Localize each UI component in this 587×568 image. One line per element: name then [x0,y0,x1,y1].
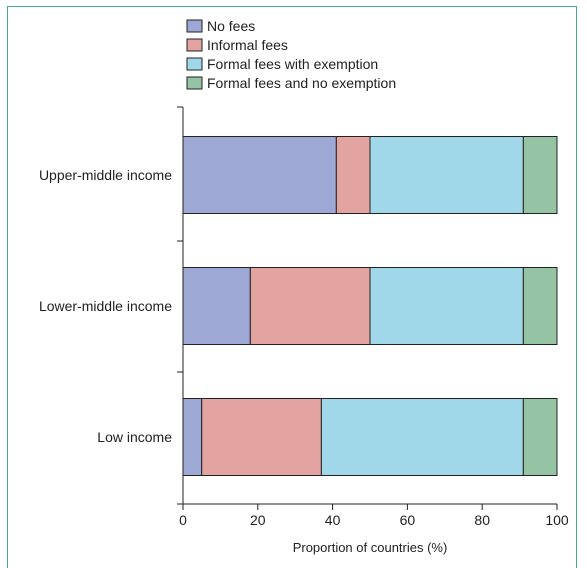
bar-lower-middle-income-formal-fees-with-exemption [369,267,524,345]
bar-low-income-informal-fees [201,398,322,476]
chart-frame [7,6,577,568]
bar-low-income-formal-fees-and-no-exemption [522,398,558,476]
bar-upper-middle-income-formal-fees-and-no-exemption [522,136,558,214]
bar-upper-middle-income-formal-fees-with-exemption [369,136,524,214]
legend-label-formal-fees-with-exemption: Formal fees with exemption [207,56,378,72]
legend-swatch-informal-fees [186,38,203,52]
category-label-lower-middle-income: Lower-middle income [39,298,172,314]
bar-upper-middle-income-informal-fees [335,136,371,214]
x-tick-label-80: 80 [474,512,490,528]
bar-lower-middle-income-formal-fees-and-no-exemption [522,267,558,345]
x-axis-label: Proportion of countries (%) [293,540,448,555]
x-tick-label-40: 40 [325,512,341,528]
legend-swatch-formal-fees-with-exemption [186,57,203,71]
bar-low-income-formal-fees-with-exemption [320,398,524,476]
category-labels: Upper-middle income Lower-middle income Lo… [39,167,172,445]
legend-label-no-fees: No fees [207,18,255,34]
category-label-upper-middle-income: Upper-middle income [39,167,172,183]
category-label-low-income: Low income [97,429,172,445]
legend: No fees Informal fees Formal fees with exe… [186,18,396,91]
bar-low-income-no-fees [182,398,203,476]
x-tick-label-0: 0 [179,512,187,528]
legend-swatch-no-fees [186,19,203,33]
x-tick-labels: 0 20 40 60 80 100 [179,512,569,528]
bar-lower-middle-income-no-fees [182,267,251,345]
x-tick-label-100: 100 [545,512,569,528]
legend-label-informal-fees: Informal fees [207,37,288,53]
legend-swatch-formal-fees-and-no-exemption [186,76,203,90]
legend-label-formal-fees-and-no-exemption: Formal fees and no exemption [207,75,396,91]
bar-upper-middle-income-no-fees [182,136,337,214]
bars [182,136,558,476]
x-tick-label-60: 60 [400,512,416,528]
x-tick-label-20: 20 [250,512,266,528]
bar-lower-middle-income-informal-fees [249,267,371,345]
